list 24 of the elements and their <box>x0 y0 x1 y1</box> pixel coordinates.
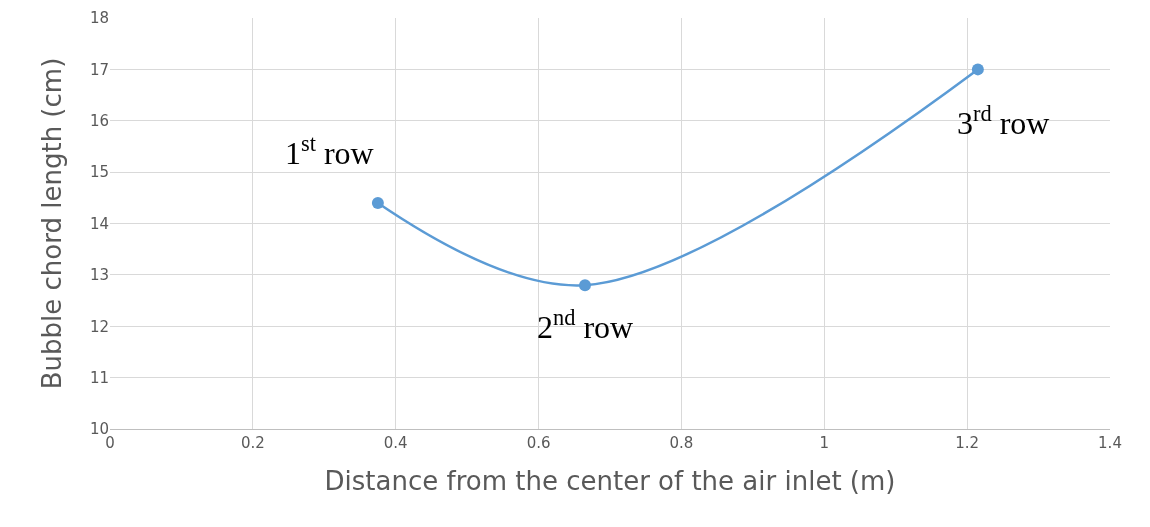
y-axis-title: Bubble chord length (cm) <box>37 57 68 390</box>
y-tick-label: 14 <box>89 214 109 233</box>
x-tick-label: 1 <box>819 434 830 452</box>
y-tick-label: 15 <box>89 163 109 182</box>
x-tick-label: 1.4 <box>1098 434 1122 452</box>
annotation: 2$^{nd}$ row <box>537 305 634 346</box>
point <box>371 196 384 209</box>
y-tick-label: 13 <box>89 266 109 285</box>
annotation: 1$^{st}$ row <box>285 131 374 172</box>
y-tick-label: 17 <box>89 60 109 79</box>
x-tick-label: 0.8 <box>669 434 694 452</box>
y-tick-label: 11 <box>89 368 109 387</box>
point <box>579 279 591 292</box>
y-tick-label: 12 <box>89 317 109 336</box>
annotation: 3$^{rd}$ row <box>957 101 1050 142</box>
x-tick-label: 0 <box>105 434 115 452</box>
y-tick-label: 16 <box>89 112 109 130</box>
x-tick-label: 1.2 <box>955 434 980 452</box>
x-axis-title: Distance from the center of the air inlet (m) <box>324 465 896 496</box>
x-tick-label: 0.4 <box>383 434 408 452</box>
x-tick-label: 0.6 <box>526 434 551 452</box>
y-tick-label: 18 <box>89 9 109 28</box>
x-tick-label: 0.2 <box>240 434 265 452</box>
point <box>971 63 984 76</box>
